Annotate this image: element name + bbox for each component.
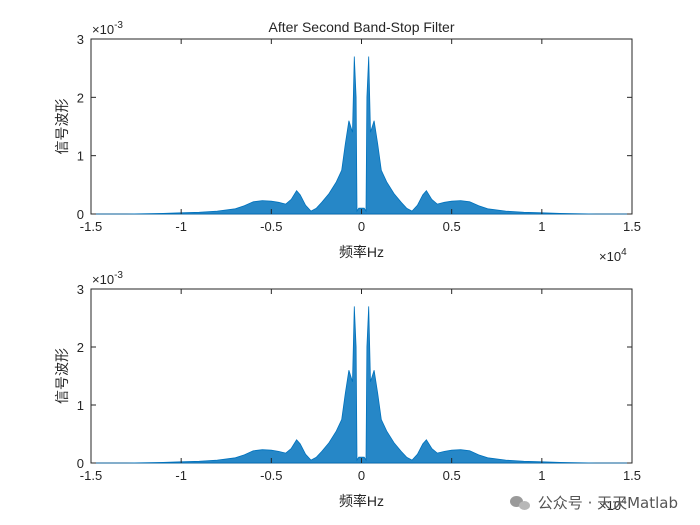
x-tick-label: -1 (175, 219, 187, 234)
x-tick-label: 0.5 (443, 219, 461, 234)
plot-area (90, 288, 633, 464)
x-exponent-label: ×104 (599, 496, 627, 513)
wechat-icon (509, 495, 532, 511)
spectrum-series-1 (91, 306, 632, 464)
x-tick-label: 1.5 (623, 468, 641, 483)
y-tick-label: 2 (77, 90, 84, 105)
plot-area (90, 38, 633, 215)
x-tick-label: -0.5 (260, 219, 282, 234)
x-tick-label: 1 (538, 219, 545, 234)
y-axis-label: 信号波形 (54, 348, 70, 404)
x-axis-label: 频率Hz (339, 244, 384, 260)
x-tick-label: 0 (358, 468, 365, 483)
x-tick-label: -1.5 (80, 219, 102, 234)
x-tick-label: 0.5 (443, 468, 461, 483)
chart-1: -1.5 -1 -0.5 0 0.5 1 1.5 0 1 2 3 ×10-3 ×104 After Sec… (54, 19, 641, 264)
y-tick-label: 3 (77, 282, 84, 297)
x-tick-label: -1.5 (80, 468, 102, 483)
x-tick-label: 1 (538, 468, 545, 483)
chart-title: After Second Band-Stop Filter (269, 19, 455, 35)
x-axis-label: 频率Hz (339, 493, 384, 509)
y-tick-label: 3 (77, 32, 84, 47)
x-exponent-label: ×104 (599, 247, 627, 264)
x-tick-label: -0.5 (260, 468, 282, 483)
spectrum-series-1 (91, 56, 632, 215)
x-tick-label: -1 (175, 468, 187, 483)
watermark: 公众号 · 天天Matlab (509, 492, 678, 513)
y-exponent-label: ×10-3 (92, 270, 123, 287)
y-tick-label: 0 (77, 456, 84, 471)
watermark-text: 公众号 · 天天Matlab (537, 494, 678, 512)
chart-2: -1.5 -1 -0.5 0 0.5 1 1.5 0 1 2 3 ×10-3 ×104 频率Hz 信号波形 (54, 270, 641, 513)
x-tick-label: 0 (358, 219, 365, 234)
x-tick-label: 1.5 (623, 219, 641, 234)
y-tick-label: 2 (77, 340, 84, 355)
y-tick-label: 0 (77, 207, 84, 222)
y-axis-label: 信号波形 (54, 99, 70, 155)
y-tick-label: 1 (77, 149, 84, 164)
y-tick-label: 1 (77, 398, 84, 413)
y-exponent-label: ×10-3 (92, 20, 123, 37)
